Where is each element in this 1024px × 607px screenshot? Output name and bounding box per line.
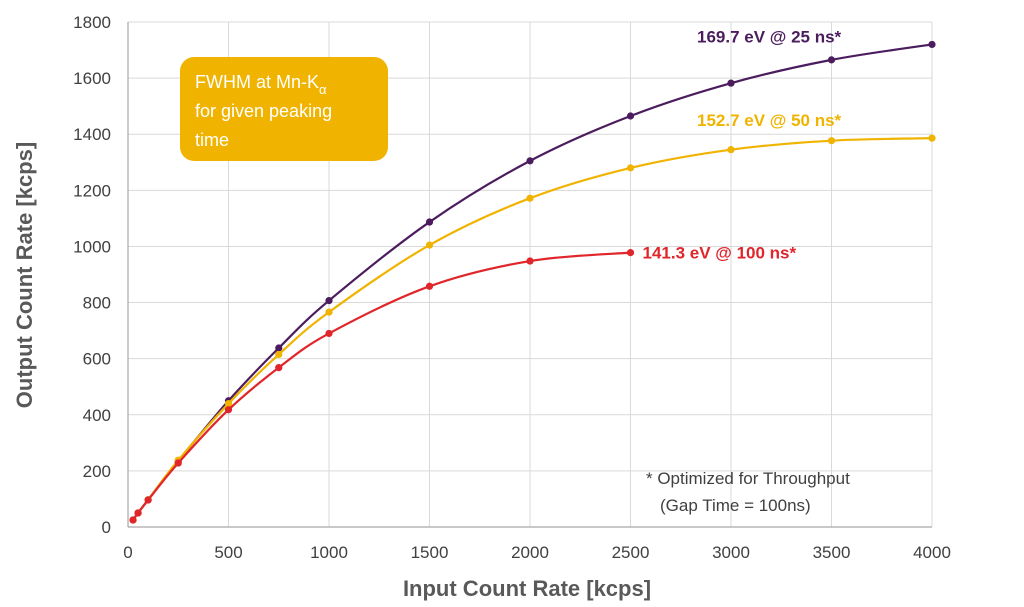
- data-point: [425, 241, 434, 249]
- data-point: [224, 406, 233, 414]
- annotation-subscript: α: [319, 82, 327, 97]
- data-point: [144, 496, 152, 504]
- series-group: 152.7 eV @ 50 ns*: [129, 111, 936, 524]
- x-tick-label: 3500: [813, 543, 851, 562]
- data-point: [325, 308, 333, 316]
- x-tick-label: 1500: [411, 543, 449, 562]
- data-point: [325, 329, 333, 338]
- data-point: [134, 509, 142, 517]
- series-label: 141.3 eV @ 100 ns*: [643, 244, 797, 263]
- data-point: [325, 296, 333, 305]
- data-point: [129, 516, 137, 524]
- annotation-line-1-main: FWHM at Mn-K: [195, 72, 319, 92]
- data-point: [526, 194, 534, 202]
- series-label: 152.7 eV @ 50 ns*: [697, 111, 842, 130]
- axes: [127, 22, 932, 528]
- series-label: 169.7 eV @ 25 ns*: [697, 27, 842, 46]
- data-point: [727, 79, 735, 87]
- y-tick-label: 1600: [73, 69, 111, 88]
- data-point: [275, 350, 283, 359]
- series-group: 141.3 eV @ 100 ns*: [129, 244, 797, 524]
- x-tick-label: 2000: [511, 543, 549, 562]
- y-tick-label: 1400: [73, 125, 111, 144]
- data-point: [526, 257, 534, 265]
- data-point: [626, 112, 635, 120]
- data-point: [174, 459, 182, 467]
- annotation-line-3: time: [195, 130, 229, 150]
- x-tick-label: 500: [214, 543, 242, 562]
- x-tick-label: 1000: [310, 543, 348, 562]
- y-tick-label: 400: [83, 406, 111, 425]
- grid-lines: [128, 21, 933, 527]
- x-tick-label: 3000: [712, 543, 750, 562]
- data-point: [275, 344, 283, 352]
- data-point: [275, 364, 283, 372]
- series-line: [132, 137, 933, 521]
- data-point: [224, 399, 233, 408]
- footnote-line-1: * Optimized for Throughput: [646, 469, 850, 488]
- data-series: 169.7 eV @ 25 ns* 152.7 eV @ 50 ns* 141.3 …: [129, 27, 936, 524]
- annotation-line-1: FWHM at Mn-Kα: [195, 72, 327, 97]
- data-point: [526, 157, 534, 165]
- x-tick-label: 0: [123, 543, 132, 562]
- footnote-line-2: (Gap Time = 100ns): [660, 496, 811, 515]
- tick-labels: 0 500 1000 1500 2000 2500 3000 3500 4000 0 200 400 6…: [73, 13, 951, 562]
- y-axis-title: Output Count Rate [kcps]: [12, 142, 37, 408]
- data-point: [425, 282, 434, 290]
- y-tick-label: 0: [102, 518, 111, 537]
- data-point: [626, 249, 635, 257]
- y-tick-label: 600: [83, 350, 111, 369]
- series-line: [132, 251, 631, 521]
- data-point: [626, 164, 635, 172]
- x-tick-label: 2500: [612, 543, 650, 562]
- y-tick-label: 200: [83, 462, 111, 481]
- data-point: [827, 137, 836, 145]
- data-point: [928, 134, 936, 142]
- y-tick-label: 1200: [73, 181, 111, 200]
- footnote: * Optimized for Throughput (Gap Time = 1…: [646, 469, 850, 515]
- data-point: [425, 218, 434, 226]
- data-point: [928, 40, 936, 49]
- x-axis-title: Input Count Rate [kcps]: [403, 576, 651, 601]
- data-point: [727, 146, 735, 154]
- annotation-box-background: [180, 57, 388, 161]
- annotation-box: FWHM at Mn-Kα for given peaking time: [180, 57, 388, 161]
- y-tick-label: 800: [83, 294, 111, 313]
- y-tick-label: 1800: [73, 13, 111, 32]
- data-point: [827, 56, 836, 64]
- annotation-line-2: for given peaking: [195, 101, 332, 121]
- y-tick-label: 1000: [73, 237, 111, 256]
- x-tick-label: 4000: [913, 543, 951, 562]
